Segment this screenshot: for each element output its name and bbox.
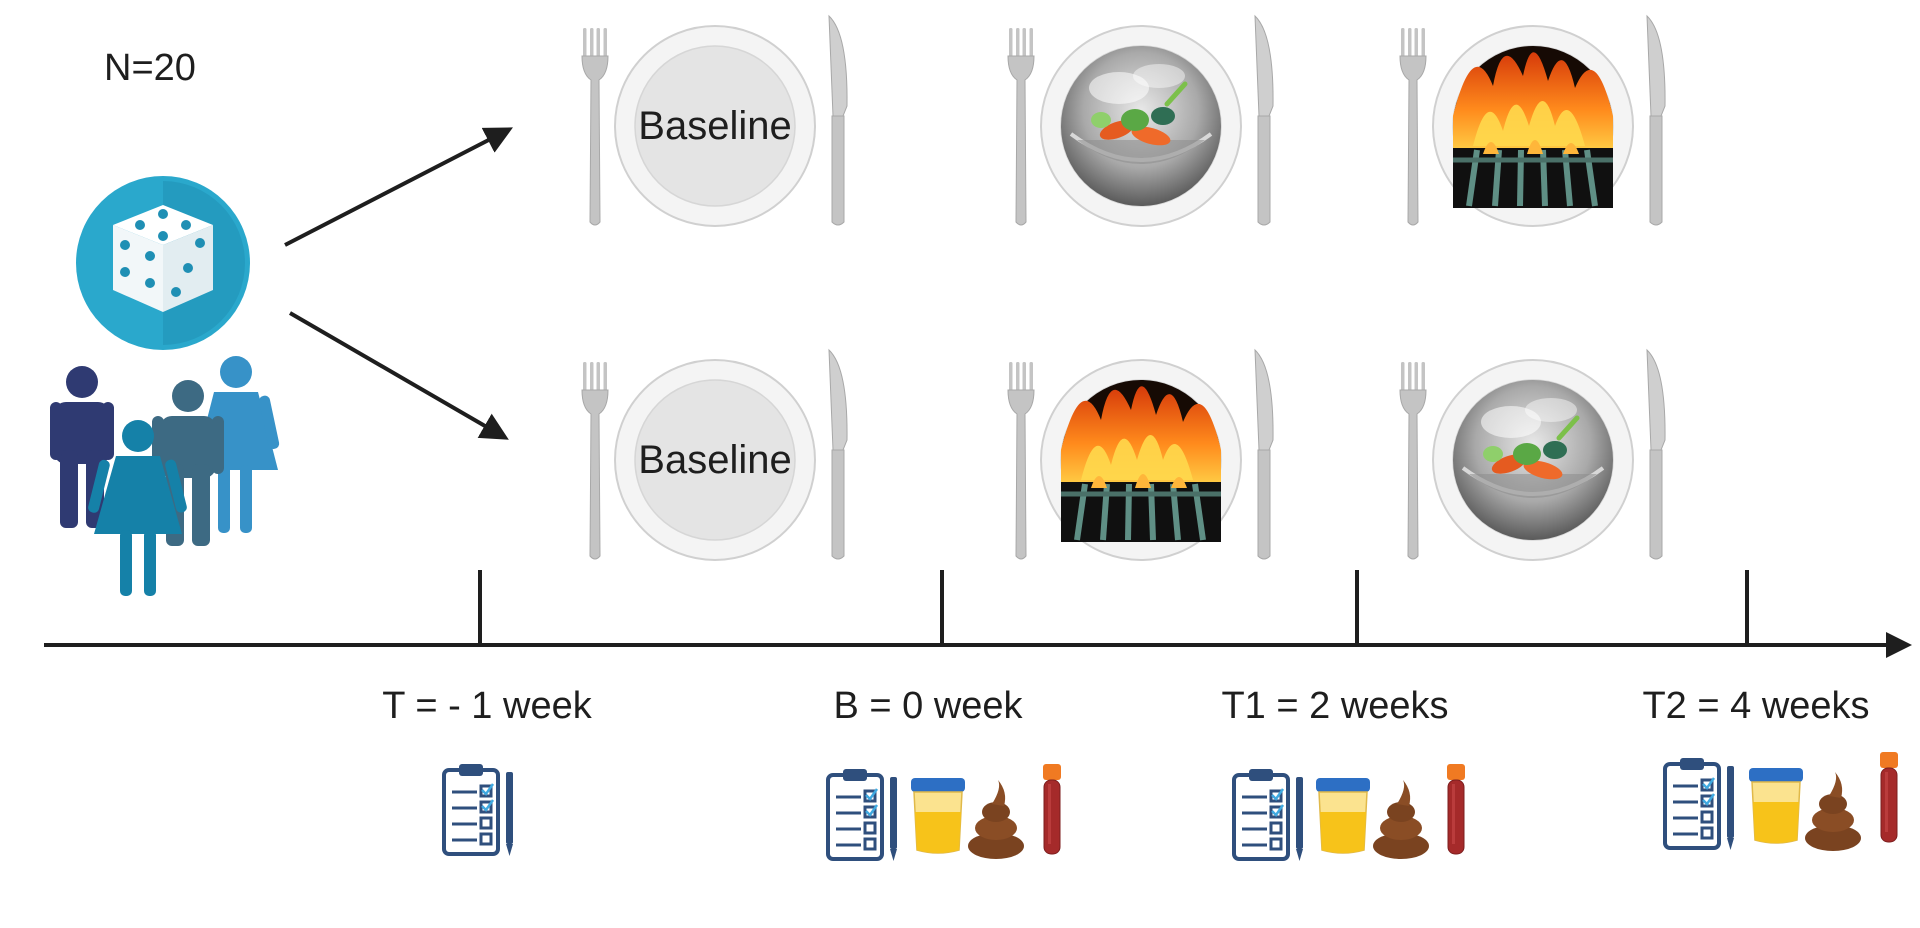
participant-count: N=20 (104, 47, 196, 89)
questionnaire-icon (826, 767, 899, 863)
place-setting-baseline: Baseline (581, 15, 848, 227)
urine-cup-icon (910, 777, 966, 854)
baseline-label: Baseline (638, 104, 791, 148)
timepoint-label: T = - 1 week (382, 685, 592, 727)
arm-1-row: Baseline (581, 15, 1666, 227)
stool-icon (1373, 780, 1429, 859)
timepoint-label: T1 = 2 weeks (1221, 685, 1448, 727)
timepoint-label: T2 = 4 weeks (1642, 685, 1869, 727)
dice-icon (76, 176, 250, 350)
place-setting-baseline: Baseline (581, 349, 848, 561)
arrow-to-arm-1 (284, 127, 513, 247)
samples-baseline (826, 763, 1062, 863)
arrow-to-arm-2 (288, 311, 509, 440)
steamed-vegetables-image (1061, 46, 1221, 206)
samples-t1 (1232, 763, 1466, 863)
people-icon (50, 356, 280, 596)
steamed-vegetables-image (1453, 380, 1613, 540)
questionnaire-icon (1663, 756, 1736, 852)
urine-cup-icon (1748, 767, 1804, 844)
participants-group: N=20 (50, 47, 280, 596)
blood-tube-icon (1879, 751, 1899, 843)
place-setting-steamed (1399, 349, 1666, 561)
blood-tube-icon (1446, 763, 1466, 855)
samples-t2 (1663, 751, 1899, 852)
place-setting-steamed (1007, 15, 1274, 227)
timeline-arrowhead (1886, 632, 1912, 658)
timepoint-label: B = 0 week (833, 685, 1023, 727)
stool-icon (1805, 772, 1861, 851)
blood-tube-icon (1042, 763, 1062, 855)
questionnaire-icon (1232, 767, 1305, 863)
grill-fire-image (1453, 46, 1613, 208)
arm-2-row: Baseline (581, 349, 1666, 561)
stool-icon (968, 780, 1024, 859)
timeline: T = - 1 week B = 0 week T1 = 2 weeks T2 … (44, 570, 1912, 727)
questionnaire-icon (442, 762, 515, 858)
samples-t-minus-1 (442, 762, 515, 858)
urine-cup-icon (1315, 777, 1371, 854)
baseline-label: Baseline (638, 438, 791, 482)
grill-fire-image (1061, 380, 1221, 542)
place-setting-grill (1399, 15, 1666, 227)
place-setting-grill (1007, 349, 1274, 561)
